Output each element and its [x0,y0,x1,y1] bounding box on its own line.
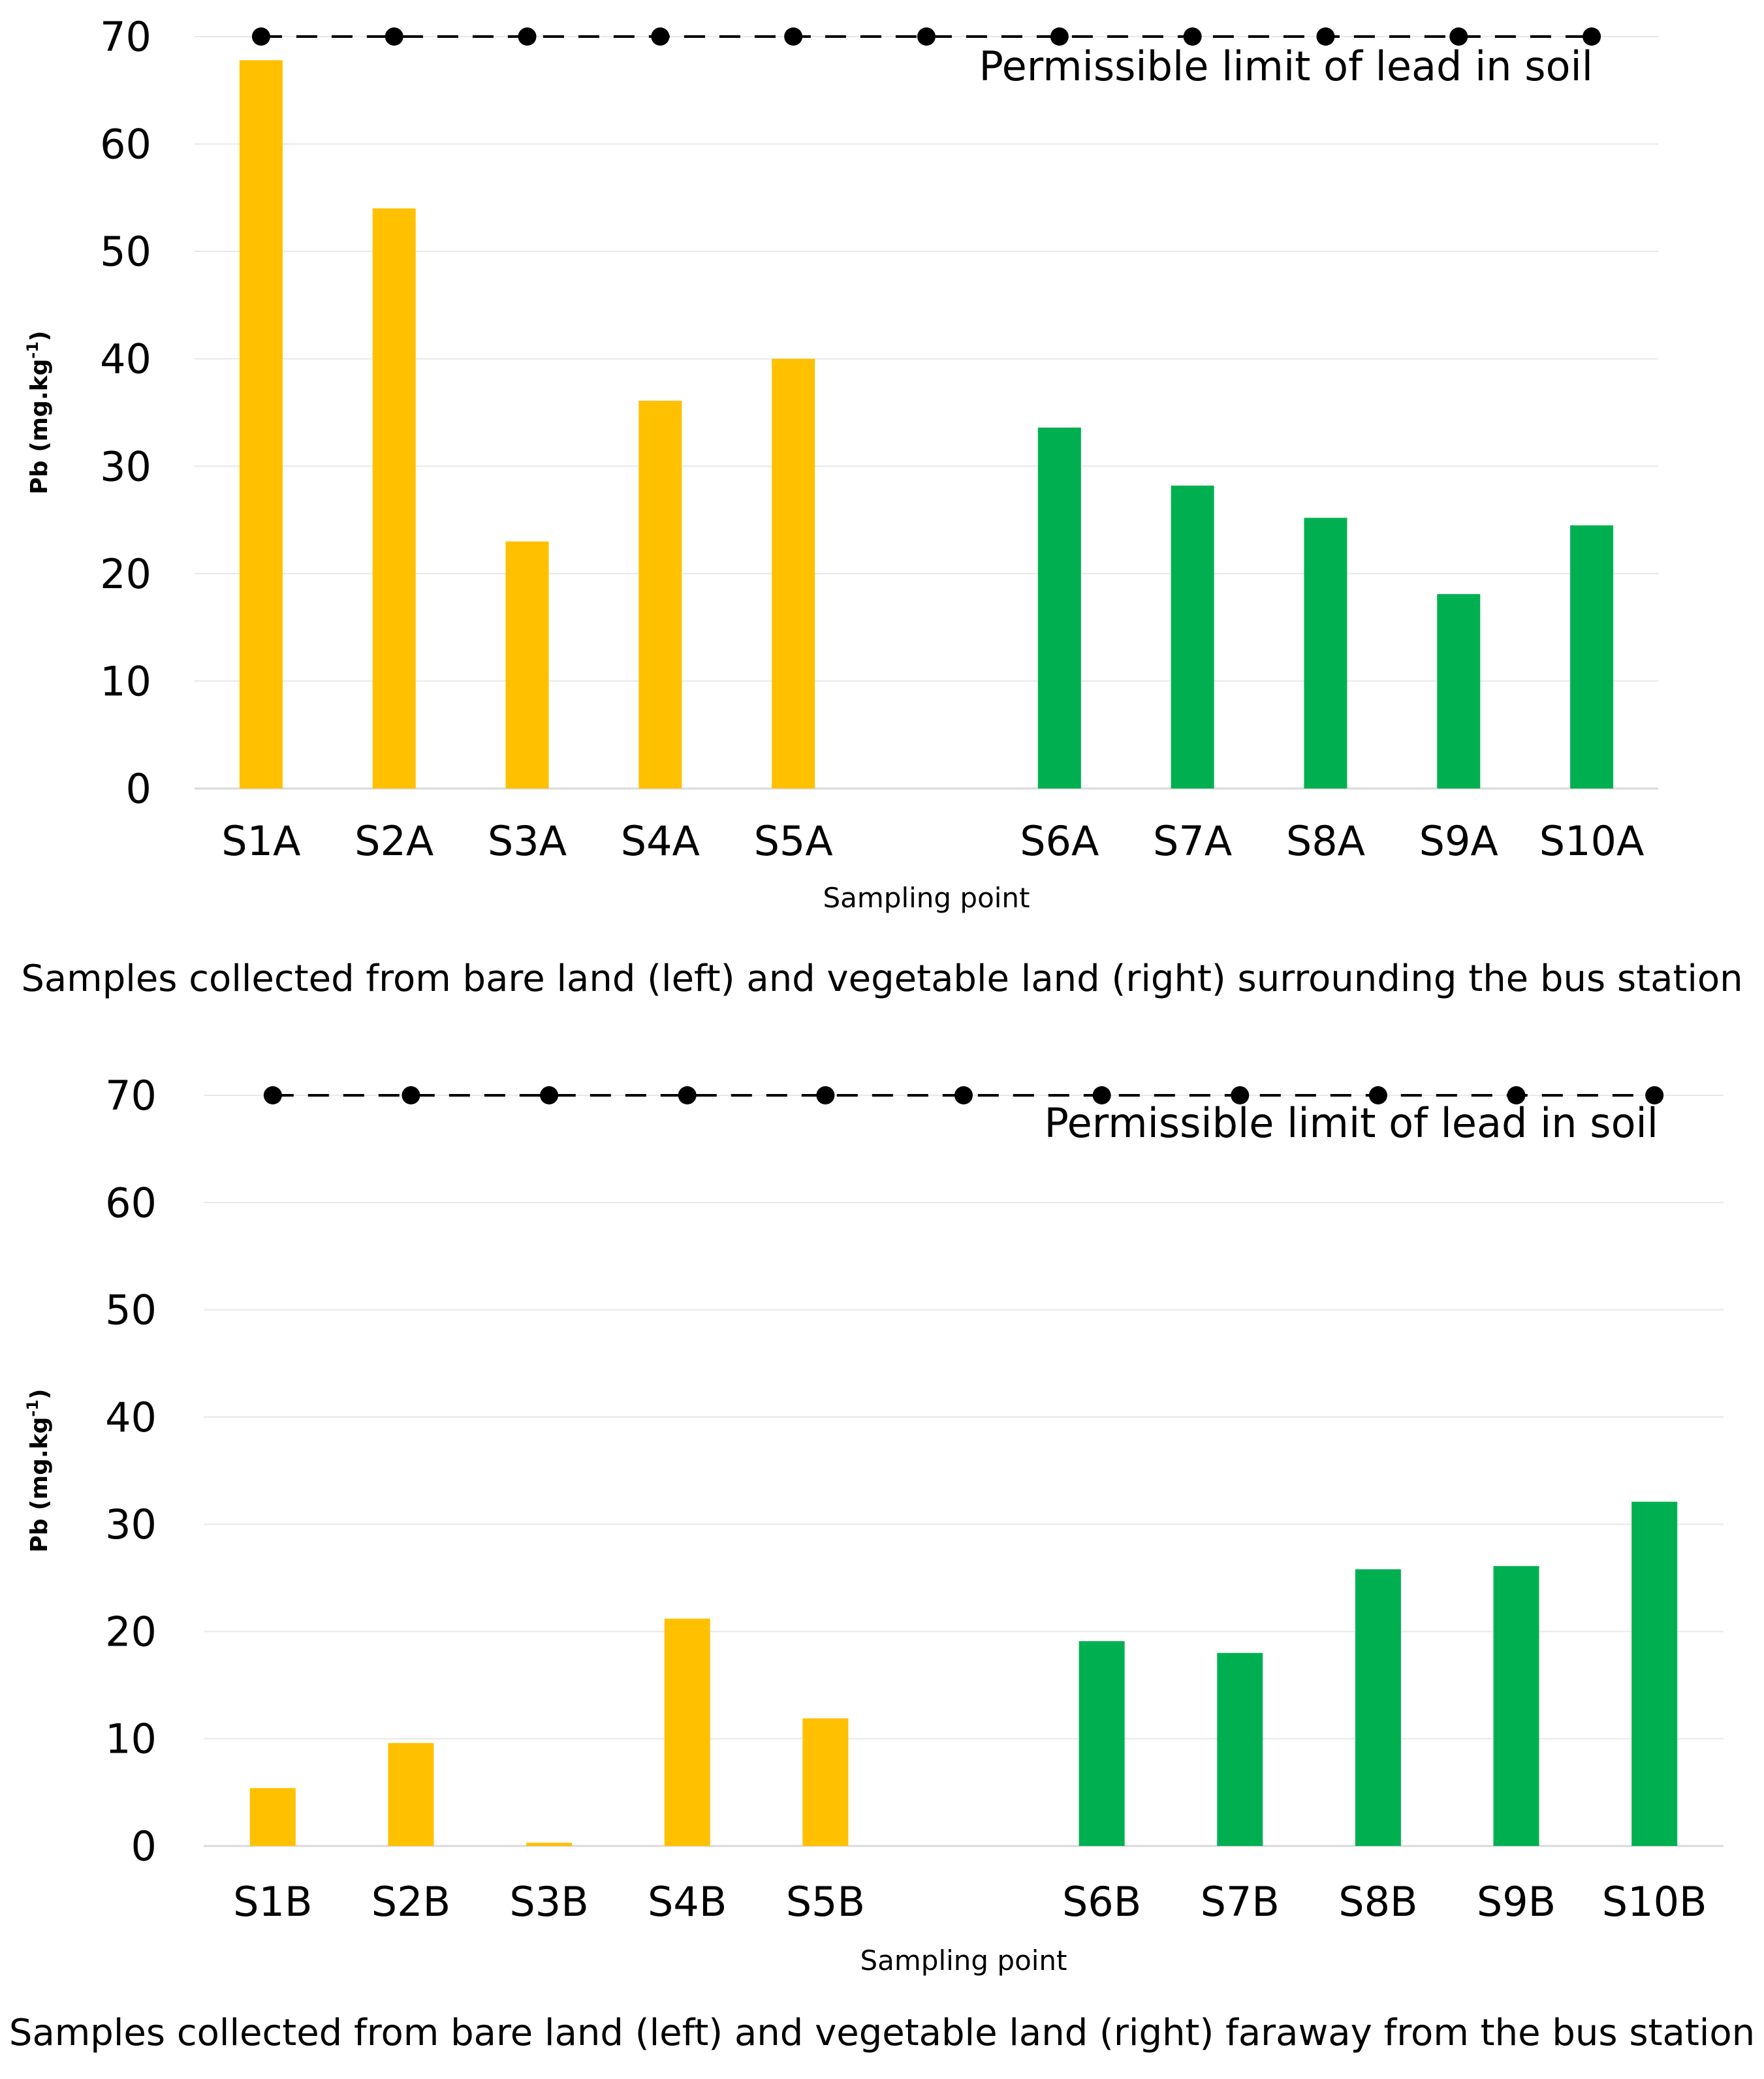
y-tick-label-bus-station-10: 10 [100,657,151,705]
bar-S5B [802,1718,849,1846]
limit-marker-faraway-3 [540,1086,559,1104]
y-tick-label-bus-station-40: 40 [100,336,151,383]
x-tick-label-S6A: S6A [1020,817,1099,865]
x-axis-title-bus-station: Sampling point [823,882,1030,914]
bar-S9B [1493,1566,1539,1846]
y-tick-label-faraway-20: 20 [105,1608,157,1655]
limit-label-bus-station: Permissible limit of lead in soil [979,42,1593,90]
limit-marker-faraway-8 [1231,1086,1250,1104]
x-tick-label-S7B: S7B [1201,1878,1280,1926]
y-tick-label-faraway-70: 70 [105,1072,157,1119]
limit-marker-bus-station-5 [784,27,803,46]
bar-S2A [372,208,416,789]
x-tick-label-S10A: S10A [1539,817,1645,865]
limit-marker-bus-station-11 [1583,27,1601,46]
bar-S8A [1304,518,1347,789]
y-tick-label-faraway-0: 0 [131,1822,157,1870]
limit-marker-faraway-4 [678,1086,697,1104]
bar-S1A [239,60,283,789]
y-tick-label-bus-station-50: 50 [100,228,151,275]
chart-svg-bus-station: 0 10 20 30 40 50 60 70 S1A S2A S3A S4A S5A S6A S7A S8A S… [21,13,1742,1000]
chart-panel-bus-station: 0 10 20 30 40 50 60 70 S1A S2A S3A S4A S5A S6A S7A S8A S… [0,0,1764,1038]
x-tick-label-S1A: S1A [221,817,300,865]
x-tick-label-S4B: S4B [648,1878,727,1926]
y-tick-label-bus-station-60: 60 [100,121,151,168]
limit-label-faraway: Permissible limit of lead in soil [1044,1099,1658,1147]
limit-marker-faraway-2 [402,1086,420,1104]
bar-S6B [1079,1641,1125,1846]
limit-marker-faraway-6 [954,1086,973,1104]
y-tick-label-faraway-30: 30 [105,1501,157,1548]
limit-marker-faraway-5 [816,1086,835,1104]
limit-marker-faraway-1 [263,1086,282,1104]
bar-S10B [1631,1501,1678,1846]
bar-S1B [249,1788,296,1846]
bar-S10A [1570,525,1614,789]
x-tick-label-S2A: S2A [354,817,433,865]
limit-marker-bus-station-1 [251,27,270,46]
x-tick-label-S3A: S3A [488,817,567,865]
limit-marker-faraway-9 [1368,1086,1387,1104]
limit-marker-bus-station-3 [518,27,537,46]
caption-bus-station: Samples collected from bare land (left) … [21,958,1742,1000]
y-tick-label-bus-station-20: 20 [100,550,151,598]
bar-S3A [505,541,549,789]
x-tick-label-S4A: S4A [621,817,700,865]
bar-S2B [388,1743,434,1846]
x-axis-title-faraway: Sampling point [860,1945,1067,1977]
x-tick-label-S5B: S5B [786,1878,865,1926]
x-tick-label-S3B: S3B [509,1878,588,1926]
x-tick-label-S9A: S9A [1419,817,1498,865]
limit-marker-bus-station-4 [651,27,670,46]
x-tick-label-S5A: S5A [754,817,833,865]
x-tick-label-S2B: S2B [371,1878,450,1926]
x-tick-label-S1B: S1B [233,1878,312,1926]
limit-marker-bus-station-9 [1316,27,1335,46]
y-tick-label-bus-station-0: 0 [126,765,151,813]
y-tick-label-faraway-40: 40 [105,1394,157,1441]
limit-marker-bus-station-7 [1050,27,1069,46]
y-tick-label-faraway-60: 60 [105,1179,157,1227]
bar-S9A [1437,594,1481,789]
x-tick-label-S10B: S10B [1602,1878,1707,1926]
bar-S3B [526,1843,573,1846]
bar-S7B [1217,1653,1263,1846]
limit-marker-bus-station-6 [917,27,936,46]
x-tick-label-S6B: S6B [1062,1878,1141,1926]
bar-S7A [1171,485,1214,789]
limit-marker-bus-station-2 [385,27,403,46]
limit-marker-bus-station-10 [1449,27,1468,46]
x-tick-label-S9B: S9B [1477,1878,1556,1926]
bar-S8B [1355,1569,1401,1846]
x-tick-label-S8B: S8B [1338,1878,1417,1926]
y-tick-label-faraway-10: 10 [105,1715,157,1763]
y-tick-label-faraway-50: 50 [105,1287,157,1334]
y-tick-label-bus-station-30: 30 [100,443,151,490]
bar-S4B [664,1618,710,1846]
x-tick-label-S7A: S7A [1153,817,1232,865]
y-tick-label-bus-station-70: 70 [100,13,151,61]
chart-svg-faraway: 0 10 20 30 40 50 60 70 S1B S2B S3B S4B S5B S6B S7B S8B S… [9,1072,1755,2054]
bar-S5A [772,358,815,789]
bar-S6A [1037,428,1081,789]
chart-panel-faraway: 0 10 20 30 40 50 60 70 S1B S2B S3B S4B S5B S6B S7B S8B S… [0,1038,1764,2076]
y-axis-title-faraway: Pb (mg.kg-1) [24,1389,53,1553]
y-axis-title-bus-station: Pb (mg.kg-1) [24,331,53,495]
x-tick-label-S8A: S8A [1286,817,1365,865]
limit-marker-faraway-7 [1092,1086,1111,1104]
limit-marker-faraway-11 [1645,1086,1664,1104]
limit-marker-bus-station-8 [1183,27,1202,46]
caption-faraway: Samples collected from bare land (left) … [9,2012,1755,2054]
limit-marker-faraway-10 [1507,1086,1526,1104]
bar-S4A [638,400,682,789]
